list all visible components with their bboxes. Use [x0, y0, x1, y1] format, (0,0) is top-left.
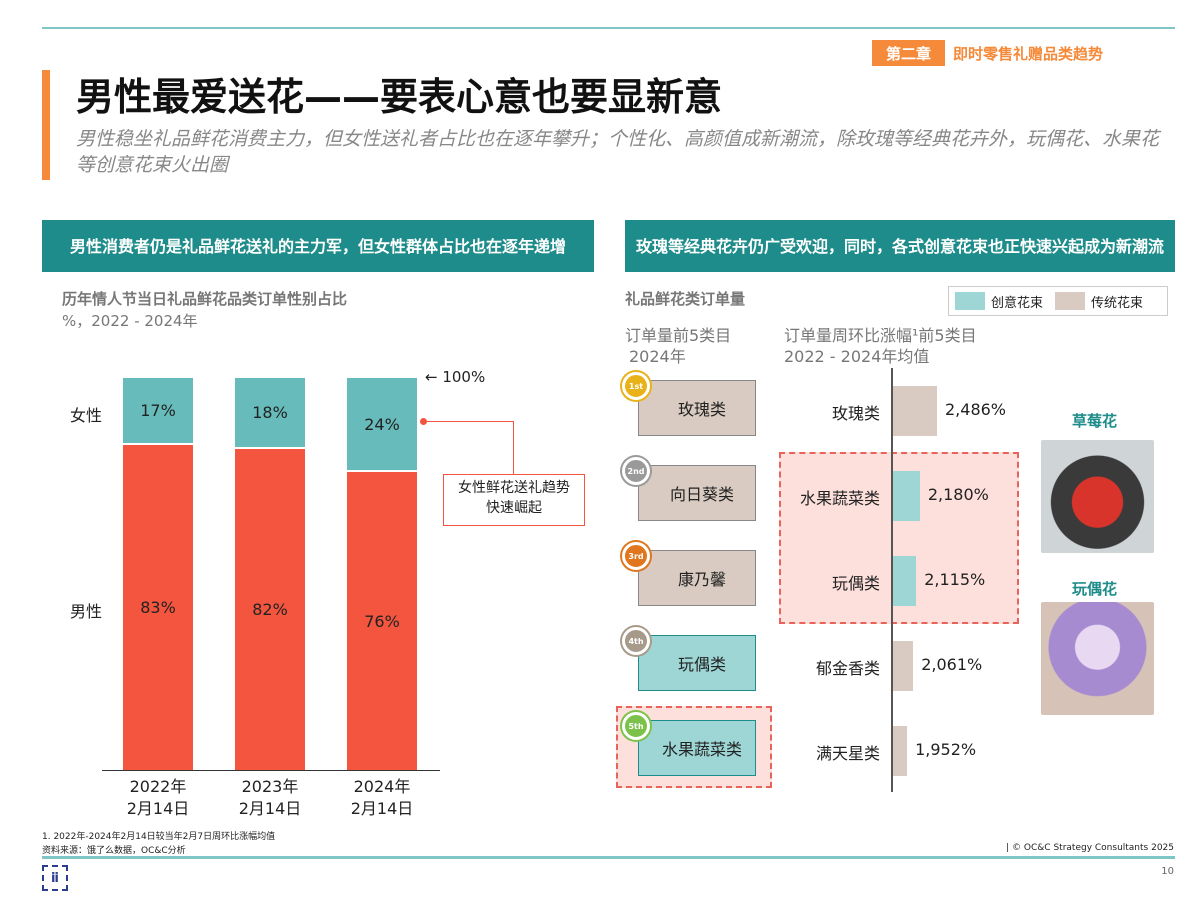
bar-female: 18%	[235, 378, 305, 447]
medal-icon: 4th	[622, 627, 650, 655]
page-title: 男性最爱送花——要表心意也要显新意	[76, 75, 723, 119]
growth-bar	[893, 556, 917, 606]
footnote: 1. 2022年-2024年2月14日较当年2月7日周环比涨幅均值	[42, 832, 276, 842]
bar-male: 83%	[123, 444, 193, 770]
callout-line	[513, 421, 514, 475]
medal-icon: 1st	[622, 372, 650, 400]
growth-bar	[893, 726, 908, 776]
category-label: 满天星类	[815, 744, 880, 763]
y-axis	[891, 368, 893, 792]
legend-traditional: 传统花束	[1091, 295, 1144, 311]
bar-male: 76%	[347, 472, 417, 770]
medal-icon: 2nd	[622, 457, 650, 485]
legend-female: 女性	[70, 406, 103, 425]
legend: 创意花束 传统花束	[948, 286, 1168, 316]
right-chart-title: 礼品鲜花类订单量	[625, 290, 746, 308]
photo2-label: 玩偶花	[1072, 580, 1118, 598]
callout-dot	[420, 418, 427, 425]
top-divider	[42, 27, 1175, 29]
rank-item: 水果蔬菜类	[638, 720, 756, 776]
left-chart-subtitle: %，2022 - 2024年	[62, 312, 198, 330]
footer-divider	[42, 856, 1175, 859]
callout-line	[426, 421, 514, 422]
growth-bar	[893, 641, 914, 691]
col2-subtitle: 2022 - 2024年均值	[784, 347, 930, 366]
medal-icon: 5th	[622, 712, 650, 740]
legend-swatch-traditional	[1055, 292, 1086, 310]
page-number: 10	[1161, 866, 1174, 877]
category-label: 郁金香类	[815, 659, 880, 678]
value-label: 2,061%	[921, 655, 983, 674]
callout-box: 女性鲜花送礼趋势快速崛起	[443, 474, 585, 526]
rank-item: 玩偶类	[638, 635, 756, 691]
category-label: 玫瑰类	[831, 404, 880, 423]
medal-icon: 3rd	[622, 542, 650, 570]
copyright: | © OC&C Strategy Consultants 2025	[1006, 843, 1174, 853]
rank-item: 康乃馨	[638, 550, 756, 606]
left-section-header: 男性消费者仍是礼品鲜花送礼的主力军，但女性群体占比也在逐年递增	[42, 220, 594, 272]
chapter-number: 第二章	[872, 40, 946, 66]
category-label: 玩偶类	[831, 574, 880, 593]
col1-title: 订单量前5类目	[625, 326, 732, 345]
x-tick-label: 2022年 2月14日	[126, 777, 190, 818]
right-section-header: 玫瑰等经典花卉仍广受欢迎，同时，各式创意花束也正快速兴起成为新潮流	[625, 220, 1175, 272]
bar-female: 24%	[347, 378, 417, 471]
page-subtitle: 男性稳坐礼品鲜花消费主力，但女性送礼者占比也在逐年攀升；个性化、高颜值成新潮流，…	[76, 128, 1160, 176]
rank-item: 向日葵类	[638, 465, 756, 521]
photo1-label: 草莓花	[1072, 412, 1118, 430]
bar-male: 82%	[235, 448, 305, 770]
left-chart-title: 历年情人节当日礼品鲜花品类订单性别占比	[62, 290, 348, 308]
title-accent-bar	[42, 70, 50, 180]
doll-bouquet-photo	[1041, 602, 1154, 715]
value-label: 2,180%	[927, 485, 989, 504]
chapter-tag: 第二章 即时零售礼赠品类趋势	[872, 40, 1111, 66]
strawberry-bouquet-photo	[1041, 440, 1154, 553]
label-100-text: 100%	[442, 368, 486, 386]
legend-creative: 创意花束	[991, 295, 1044, 311]
col1-subtitle: 2024年	[629, 347, 686, 366]
legend-male: 男性	[70, 602, 103, 621]
col2-title: 订单量周环比涨幅¹前5类目	[784, 326, 977, 345]
legend-swatch-creative	[955, 292, 985, 310]
x-axis	[102, 770, 440, 771]
label-100: ← 100%	[425, 368, 486, 386]
x-tick-label: 2024年 2月14日	[350, 777, 414, 818]
bar-female: 17%	[123, 378, 193, 443]
growth-bar	[893, 386, 937, 436]
chapter-title: 即时零售礼赠品类趋势	[953, 45, 1104, 63]
value-label: 1,952%	[915, 740, 977, 759]
value-label: 2,115%	[924, 570, 986, 589]
growth-bar	[893, 471, 920, 521]
rank-item: 玫瑰类	[638, 380, 756, 436]
source: 资料来源：饿了么数据，OC&C分析	[42, 846, 186, 856]
value-label: 2,486%	[945, 400, 1007, 419]
logo-icon: ⅱ	[42, 865, 68, 891]
x-tick-label: 2023年 2月14日	[238, 777, 302, 818]
category-label: 水果蔬菜类	[799, 489, 880, 508]
